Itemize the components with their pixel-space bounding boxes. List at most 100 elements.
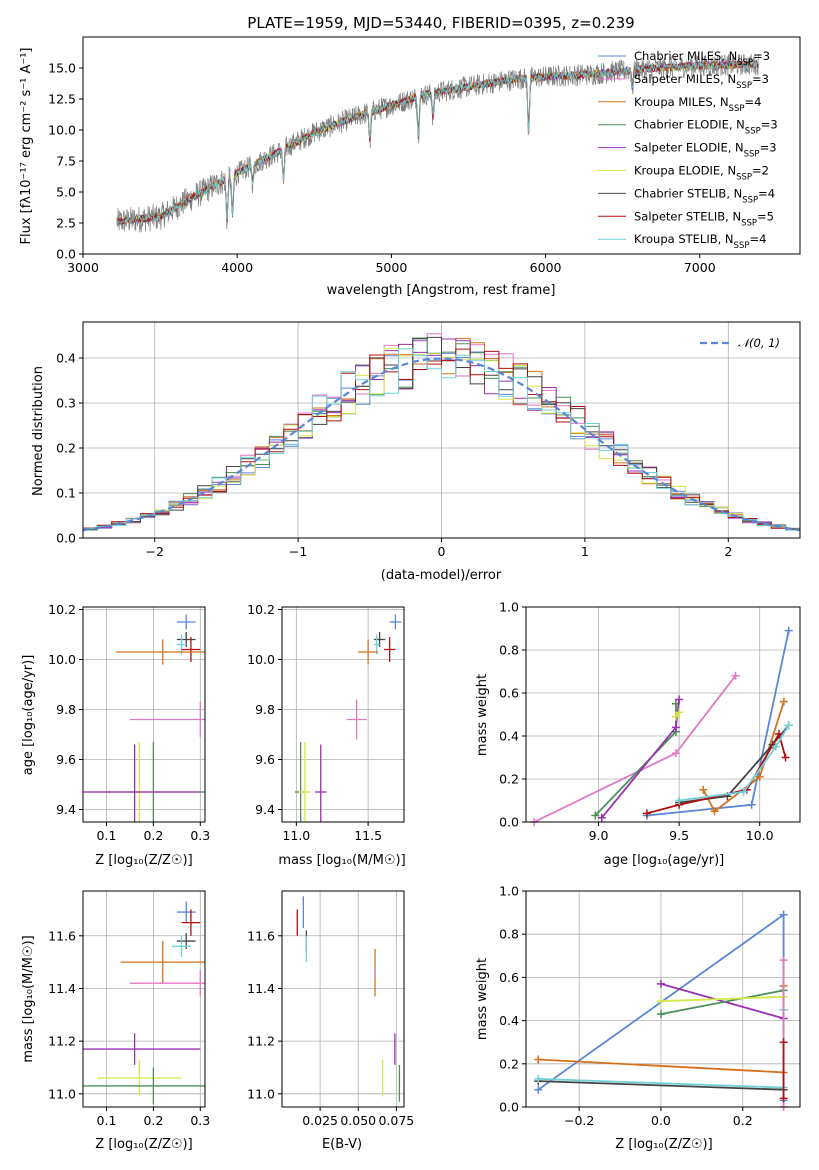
- spectrum-x-tick-label: 4000: [221, 260, 253, 275]
- weight-vs-age-point-marker: [675, 695, 684, 704]
- weight-vs-metallicity-x-axis-label: Z [log₁₀(Z/Z☉)]: [615, 1137, 712, 1152]
- spectrum-y-axis-label: Flux [fλ10⁻¹⁷ erg cm⁻² s⁻¹ A⁻¹]: [19, 48, 34, 245]
- mass-vs-extinction-x-tick-label: 0.075: [378, 1113, 414, 1128]
- mass-vs-metallicity-axes-frame: [82, 890, 206, 1108]
- histogram-step-line: [83, 336, 800, 530]
- legend-label: Salpeter STELIB, NSSP=5: [634, 209, 774, 228]
- weight-vs-age-point-marker: [775, 729, 784, 738]
- age-vs-metallicity-x-tick-label: 0.1: [97, 828, 117, 843]
- weight-vs-age-y-tick-label: 0.8: [499, 643, 519, 658]
- spectrum-panel: PLATE=1959, MJD=53440, FIBERID=0395, z=0…: [19, 14, 801, 298]
- age-vs-mass-y-tick-label: 10.0: [247, 652, 275, 667]
- histogram-step-line: [83, 337, 800, 530]
- legend-label: Chabrier STELIB, NSSP=4: [634, 186, 775, 205]
- legend-label-main: Kroupa ELODIE, N: [634, 164, 736, 178]
- legend-label: Chabrier MILES, NSSP=3: [634, 49, 770, 68]
- weight-vs-metallicity-point-marker: [534, 1055, 543, 1064]
- age-vs-mass-x-tick-label: 11.5: [354, 828, 382, 843]
- age-vs-mass-points: [294, 614, 402, 822]
- spectrum-y-tick-label: 5.0: [56, 185, 76, 200]
- mass-vs-extinction-x-tick-label: 0.025: [302, 1113, 338, 1128]
- legend-label-subscript: SSP: [736, 173, 752, 183]
- weight-vs-metallicity-y-tick-label: 0.2: [499, 1056, 519, 1071]
- legend-label-suffix: =4: [758, 186, 775, 200]
- weight-vs-age-point-marker: [675, 708, 684, 717]
- mass-vs-metallicity-plot-area: 0.1 0.2 0.3 11.0 11.2 11.4 11.6: [48, 890, 210, 1128]
- mass-vs-extinction-y-tick-label: 11.2: [247, 1034, 275, 1049]
- spectrum-axes-frame: [82, 36, 801, 255]
- weight-vs-metallicity-point-marker: [656, 979, 665, 988]
- residual-y-axis-label: Normed distribution: [31, 366, 46, 496]
- mass-vs-extinction-points: [296, 896, 401, 1102]
- legend-label: 𝒩(0, 1): [738, 336, 780, 350]
- age-vs-metallicity-axes-frame: [82, 606, 206, 823]
- weight-vs-age-axes-frame: [525, 606, 801, 823]
- weight-vs-age-plot-area: 9.0 9.5 10.0 0.0 0.2 0.4 0.6 0.8 1.0: [499, 600, 801, 843]
- age-vs-mass-x-tick-label: 11.0: [282, 828, 310, 843]
- age-vs-metallicity-y-tick-label: 10.0: [48, 652, 76, 667]
- mass-vs-extinction-x-tick-label: 0.050: [340, 1113, 376, 1128]
- weight-vs-age-series-line: [702, 701, 785, 813]
- weight-vs-age-point-marker: [671, 712, 680, 721]
- residual-y-tick-label: 0.0: [56, 531, 76, 546]
- weight-vs-age-y-axis-label: mass weight: [475, 674, 490, 756]
- legend-label-main: Salpeter STELIB, N: [634, 209, 741, 223]
- age-vs-metallicity-x-tick-label: 0.2: [143, 828, 163, 843]
- residual-y-tick-label: 0.3: [56, 396, 76, 411]
- legend-label-suffix: =3: [753, 49, 770, 63]
- mass-vs-metallicity-x-tick-label: 0.3: [190, 1113, 210, 1128]
- weight-vs-age-point-marker: [784, 626, 793, 635]
- legend-label-subscript: SSP: [736, 81, 752, 91]
- weight-vs-metallicity-y-tick-label: 0.0: [499, 1100, 519, 1115]
- legend-label-suffix: =3: [752, 72, 769, 86]
- spectrum-y-tick-label: 10.0: [48, 123, 76, 138]
- age-vs-metallicity-y-tick-label: 10.2: [48, 602, 76, 617]
- residual-x-tick-label: 1: [581, 544, 589, 559]
- weight-vs-metallicity-plot-area: −0.2 0.0 0.2 0.0 0.2 0.4 0.6 0.8 1.0: [499, 884, 801, 1128]
- residual-y-tick-label: 0.2: [56, 441, 76, 456]
- mass-vs-metallicity-panel: 0.1 0.2 0.3 11.0 11.2 11.4 11.6 Z [log₁₀(Z/Z☉)…: [21, 890, 210, 1152]
- weight-vs-metallicity-y-tick-label: 0.8: [499, 927, 519, 942]
- legend-label-subscript: SSP: [734, 241, 750, 251]
- legend-label-main: Chabrier MILES, N: [634, 49, 737, 63]
- weight-vs-age-point-marker: [710, 807, 719, 816]
- weight-vs-metallicity-point-marker: [656, 1010, 665, 1019]
- residual-plot-area: −2 −1 0 1 2 0.0 0.1 0.2 0.3 0.4 𝒩(0, 1): [56, 321, 801, 559]
- legend-label-suffix: =3: [760, 141, 777, 155]
- spectrum-y-tick-label: 15.0: [48, 61, 76, 76]
- weight-vs-age-point-marker: [675, 796, 684, 805]
- weight-vs-metallicity-y-tick-label: 0.6: [499, 970, 519, 985]
- weight-vs-age-panel: 9.0 9.5 10.0 0.0 0.2 0.4 0.6 0.8 1.0 age [log₁₀(…: [475, 600, 801, 868]
- weight-vs-age-x-tick-label: 10.0: [746, 828, 774, 843]
- weight-vs-age-point-marker: [739, 787, 748, 796]
- legend-label-main: Salpeter ELODIE, N: [634, 141, 744, 155]
- weight-vs-age-point-marker: [671, 749, 680, 758]
- weight-vs-age-point-marker: [699, 785, 708, 794]
- weight-vs-age-series-line: [678, 724, 790, 802]
- weight-vs-age-y-tick-label: 0.0: [499, 815, 519, 830]
- weight-vs-age-y-tick-label: 1.0: [499, 600, 519, 615]
- weight-vs-age-series-line: [601, 699, 680, 819]
- age-vs-mass-y-tick-label: 9.6: [255, 752, 275, 767]
- mass-vs-metallicity-y-tick-label: 11.2: [48, 1034, 76, 1049]
- legend-label-suffix: =2: [752, 164, 769, 178]
- residual-y-tick-label: 0.4: [56, 351, 76, 366]
- age-vs-mass-x-axis-label: mass [log₁₀(M/M☉)]: [278, 853, 405, 868]
- weight-vs-metallicity-point-marker: [534, 1085, 543, 1094]
- mass-vs-extinction-axes-frame: [281, 890, 405, 1108]
- spectrum-y-tick-label: 7.5: [56, 154, 76, 169]
- legend-label: Kroupa STELIB, NSSP=4: [634, 232, 766, 251]
- weight-vs-age-point-marker: [591, 811, 600, 820]
- age-vs-metallicity-plot-area: 0.1 0.2 0.3 9.4 9.6 9.8 10.0 10.2: [48, 602, 210, 843]
- weight-vs-metallicity-x-tick-label: −0.2: [564, 1113, 594, 1128]
- mass-vs-extinction-y-tick-label: 11.6: [247, 928, 275, 943]
- weight-vs-age-point-marker: [784, 721, 793, 730]
- spectrum-y-tick-label: 2.5: [56, 216, 76, 231]
- age-vs-metallicity-y-tick-label: 9.6: [56, 752, 76, 767]
- age-vs-metallicity-y-axis-label: age [log₁₀(age/yr)]: [21, 655, 36, 776]
- residual-histogram-panel: −2 −1 0 1 2 0.0 0.1 0.2 0.3 0.4 𝒩(0, 1) (data-mode…: [31, 321, 801, 583]
- residual-x-tick-label: 2: [724, 544, 732, 559]
- mass-vs-metallicity-x-tick-label: 0.1: [97, 1113, 117, 1128]
- weight-vs-age-y-tick-label: 0.4: [499, 729, 519, 744]
- residual-x-tick-label: −2: [145, 544, 163, 559]
